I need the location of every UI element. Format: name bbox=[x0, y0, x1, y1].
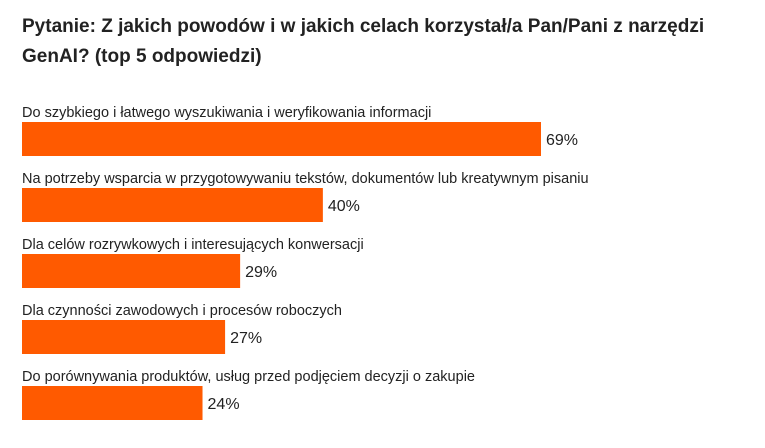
bar bbox=[22, 188, 323, 222]
bar bbox=[22, 386, 203, 420]
chart-title: Pytanie: Z jakich powodów i w jakich cel… bbox=[22, 16, 705, 67]
bar bbox=[22, 320, 226, 354]
value-label: 40% bbox=[328, 198, 360, 215]
value-label: 27% bbox=[230, 330, 262, 347]
category-label: Dla celów rozrywkowych i interesujących … bbox=[22, 237, 364, 253]
bar bbox=[22, 254, 241, 288]
bar bbox=[22, 122, 541, 156]
value-label: 29% bbox=[245, 264, 277, 281]
category-label: Dla czynności zawodowych i procesów robo… bbox=[22, 303, 342, 319]
category-label: Do szybkiego i łatwego wyszukiwania i we… bbox=[22, 105, 431, 121]
category-label: Do porównywania produktów, usług przed p… bbox=[22, 369, 475, 385]
category-label: Na potrzeby wsparcia w przygotowywaniu t… bbox=[22, 171, 589, 187]
value-label: 24% bbox=[208, 396, 240, 413]
value-label: 69% bbox=[546, 132, 578, 149]
